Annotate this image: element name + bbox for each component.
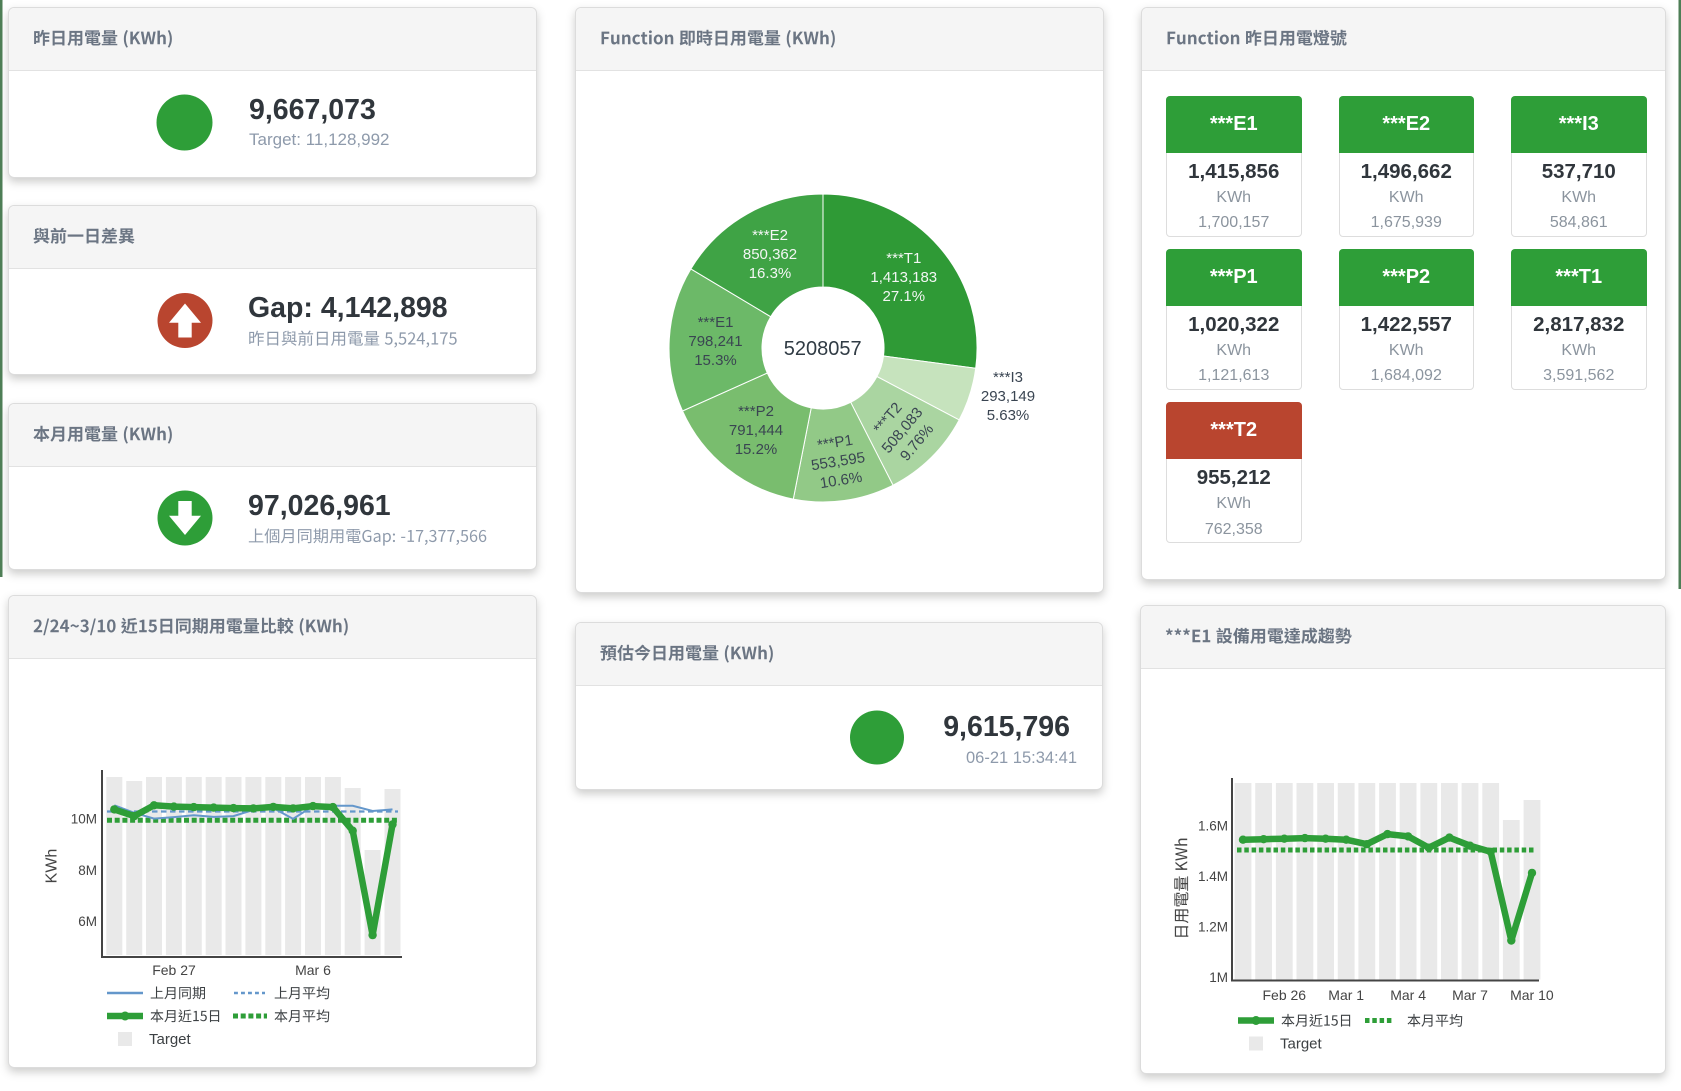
svg-text:***P2: ***P2	[738, 403, 774, 420]
svg-text:5208057: 5208057	[784, 338, 862, 360]
svg-text:Mar 4: Mar 4	[1390, 987, 1426, 1003]
svg-text:Mar 6: Mar 6	[295, 962, 331, 978]
svg-text:***P1: ***P1	[816, 432, 854, 454]
svg-text:5.63%: 5.63%	[987, 407, 1030, 424]
svg-text:***E1: ***E1	[698, 314, 734, 331]
svg-text:1,413,183: 1,413,183	[870, 269, 937, 286]
svg-text:Target: Target	[149, 1031, 192, 1048]
svg-text:***I3: ***I3	[993, 369, 1023, 386]
svg-text:15.2%: 15.2%	[735, 441, 778, 458]
svg-text:27.1%: 27.1%	[883, 288, 926, 305]
svg-text:293,149: 293,149	[981, 388, 1035, 405]
svg-text:791,444: 791,444	[729, 422, 783, 439]
svg-text:1M: 1M	[1209, 970, 1228, 985]
svg-text:***T1: ***T1	[886, 250, 921, 267]
svg-text:10.6%: 10.6%	[819, 469, 864, 492]
svg-text:798,241: 798,241	[688, 333, 742, 350]
svg-text:850,362: 850,362	[743, 246, 797, 263]
svg-text:1.6M: 1.6M	[1198, 819, 1228, 834]
svg-text:8M: 8M	[78, 863, 97, 878]
svg-text:Feb 27: Feb 27	[152, 962, 196, 978]
svg-text:***E2: ***E2	[752, 227, 788, 244]
svg-text:15.3%: 15.3%	[694, 352, 737, 369]
svg-text:16.3%: 16.3%	[749, 265, 792, 282]
svg-text:KWh: KWh	[44, 849, 61, 884]
svg-text:1.4M: 1.4M	[1198, 869, 1228, 884]
svg-text:Mar 10: Mar 10	[1510, 987, 1554, 1003]
svg-text:1.2M: 1.2M	[1198, 919, 1228, 934]
svg-text:10M: 10M	[71, 812, 97, 827]
svg-text:Mar 1: Mar 1	[1328, 987, 1364, 1003]
svg-text:6M: 6M	[78, 914, 97, 929]
svg-text:Mar 7: Mar 7	[1452, 987, 1488, 1003]
svg-text:Feb 26: Feb 26	[1263, 987, 1307, 1003]
svg-text:Target: Target	[1280, 1036, 1323, 1053]
